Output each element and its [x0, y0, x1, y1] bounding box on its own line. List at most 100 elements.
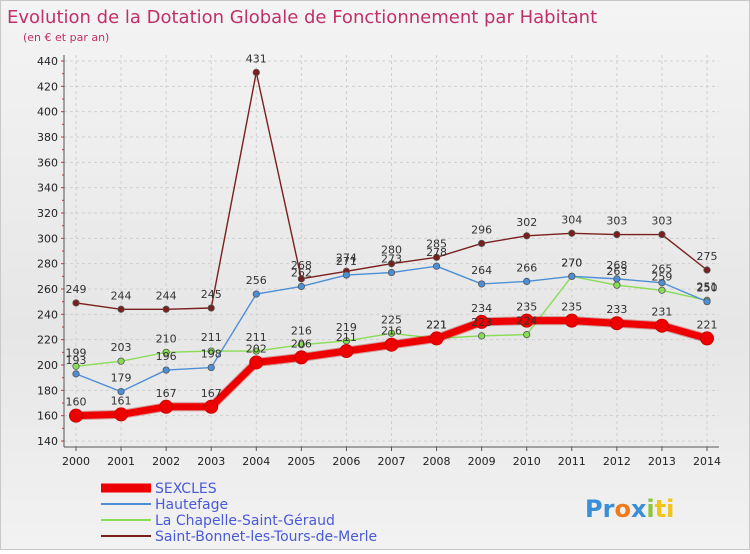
data-point: [159, 399, 174, 414]
grid: [64, 55, 719, 447]
data-point: [703, 298, 711, 306]
data-point: [387, 268, 396, 277]
x-tick-label: 2012: [603, 455, 631, 468]
data-point: [478, 239, 486, 247]
data-point: [474, 314, 489, 329]
data-point: [658, 279, 666, 287]
data-label: 270: [561, 256, 582, 269]
x-tick-label: 2014: [693, 455, 721, 468]
data-label: 273: [381, 253, 402, 266]
data-point: [519, 313, 534, 328]
data-label: 211: [336, 331, 357, 344]
data-label: 256: [246, 274, 267, 287]
data-point: [117, 387, 125, 396]
data-point: [207, 363, 215, 372]
data-point: [297, 341, 305, 349]
data-label: 303: [606, 215, 627, 228]
data-label: 245: [201, 288, 222, 301]
legend-label: SEXCLES: [155, 481, 217, 497]
data-point: [162, 348, 170, 356]
data-label: 196: [156, 350, 177, 363]
data-label: 303: [651, 215, 672, 228]
data-label: 274: [336, 251, 357, 264]
data-point: [523, 277, 531, 285]
y-tick-label: 200: [37, 359, 58, 372]
x-tick-label: 2005: [287, 455, 315, 468]
data-label: 265: [651, 263, 672, 276]
data-point: [613, 281, 621, 289]
data-label: 206: [291, 337, 312, 350]
data-point: [69, 408, 83, 423]
x-tick-label: 2004: [242, 455, 270, 468]
data-label: 271: [336, 255, 357, 268]
data-point: [384, 337, 399, 352]
data-label: 250: [697, 282, 718, 295]
y-tick-label: 260: [37, 283, 58, 296]
data-label: 270: [561, 256, 582, 269]
data-point: [162, 305, 170, 313]
chart-subtitle: (en € et par an): [23, 31, 109, 44]
x-tick-label: 2001: [107, 455, 135, 468]
data-point: [297, 282, 305, 291]
data-point: [297, 275, 305, 283]
data-point: [700, 331, 714, 346]
data-point: [342, 271, 351, 279]
data-point: [478, 332, 486, 340]
data-point: [252, 68, 260, 77]
y-tick-label: 160: [37, 410, 58, 423]
data-point: [294, 350, 309, 365]
data-point: [249, 355, 264, 370]
y-axis: 140 160 180 200 220 240 260 280 300 320 340 360 380 4…: [37, 55, 65, 448]
data-label: 202: [246, 342, 267, 355]
y-tick-label: 280: [37, 258, 58, 271]
y-tick-label: 400: [37, 106, 58, 119]
data-label: 244: [156, 289, 177, 302]
data-point: [609, 316, 624, 331]
data-point: [387, 329, 396, 337]
x-tick-label: 2011: [558, 455, 586, 468]
y-tick-label: 440: [37, 55, 58, 68]
y-tick-label: 220: [37, 334, 58, 347]
data-label: 278: [426, 246, 447, 259]
data-label: 221: [426, 318, 447, 331]
data-label: 167: [201, 387, 222, 400]
data-label: 225: [381, 313, 402, 326]
chart-title: Evolution de la Dotation Globale de Fonc…: [7, 7, 597, 28]
data-label: 268: [291, 259, 312, 272]
data-point: [613, 275, 621, 283]
data-label: 211: [201, 331, 222, 344]
data-point: [72, 299, 80, 307]
y-tick-label: 140: [37, 435, 58, 448]
data-point: [432, 253, 441, 261]
data-point: [568, 272, 576, 280]
y-tick-label: 360: [37, 156, 58, 169]
x-tick-label: 2003: [197, 455, 225, 468]
data-label: 249: [66, 283, 87, 296]
data-label: 231: [651, 306, 672, 319]
data-point: [478, 280, 486, 288]
data-label: 263: [606, 265, 627, 278]
data-label: 167: [156, 387, 177, 400]
data-label: 259: [651, 270, 672, 283]
data-label: 266: [516, 261, 537, 274]
y-tick-label: 240: [37, 308, 58, 321]
x-tick-label: 2000: [62, 455, 90, 468]
data-label: 262: [291, 266, 312, 279]
data-point: [114, 407, 129, 422]
data-label: 211: [246, 331, 267, 344]
data-label: 221: [426, 318, 447, 331]
data-point: [523, 330, 531, 339]
data-label: 193: [66, 354, 87, 367]
data-point: [72, 370, 80, 378]
data-point: [564, 313, 579, 328]
y-tick-label: 340: [37, 182, 58, 195]
data-label: 221: [697, 318, 718, 331]
x-tick-label: 2002: [152, 455, 180, 468]
data-label: 199: [66, 346, 87, 359]
data-label: 161: [111, 394, 132, 407]
legend-label: Saint-Bonnet-les-Tours-de-Merle: [155, 529, 377, 545]
data-label: 268: [606, 259, 627, 272]
data-point: [703, 266, 711, 274]
